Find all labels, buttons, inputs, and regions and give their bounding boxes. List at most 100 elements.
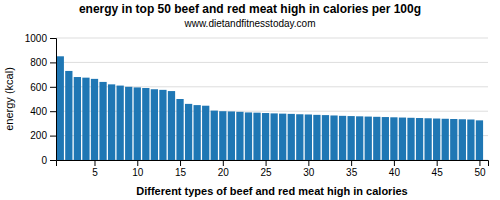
tick-mark [50, 87, 56, 88]
x-axis-tick: 25 [261, 160, 273, 178]
x-axis-line [57, 161, 489, 167]
y-axis-tick: 0 [41, 155, 56, 166]
bar [330, 115, 337, 160]
tick-label: 45 [432, 167, 444, 178]
bar [416, 118, 423, 160]
grid-line [56, 62, 488, 63]
bar [57, 56, 64, 160]
y-axis-tick: 1000 [25, 33, 56, 44]
tick-label: 35 [346, 167, 358, 178]
y-axis-tick: 400 [30, 106, 56, 117]
subtitle: www.dietandfitnesstoday.com [184, 18, 316, 29]
y-axis-title: energy (kcal) [3, 67, 15, 131]
bar [82, 78, 89, 160]
bar [459, 119, 466, 160]
tick-mark [50, 160, 56, 161]
bar [142, 88, 149, 160]
x-axis-tick: 5 [92, 160, 98, 178]
x-axis-tick: 40 [389, 160, 401, 178]
bar [373, 117, 380, 160]
tick-mark [437, 160, 438, 166]
tick-mark [50, 38, 56, 39]
tick-mark [50, 111, 56, 112]
x-axis-tick: 45 [432, 160, 444, 178]
bar [288, 114, 295, 160]
tick-label: 200 [30, 130, 47, 141]
bar [313, 115, 320, 160]
bar [407, 118, 414, 160]
bar [253, 113, 260, 160]
bar [219, 111, 226, 160]
bar [339, 116, 346, 160]
tick-label: 0 [41, 155, 47, 166]
bar [134, 87, 141, 160]
tick-mark [394, 160, 395, 166]
tick-mark [137, 160, 138, 166]
x-axis-tick: 50 [474, 160, 486, 178]
bar [305, 114, 312, 160]
x-axis: 5 10 15 20 25 30 35 40 45 50 [57, 160, 489, 178]
tick-mark [223, 160, 224, 166]
bar [108, 84, 115, 160]
grid-line [56, 38, 488, 39]
bar [390, 117, 397, 160]
bar [322, 115, 329, 160]
tick-mark [308, 160, 309, 166]
bar [296, 114, 303, 160]
tick-mark [180, 160, 181, 166]
tick-label: 600 [30, 82, 47, 93]
tick-label: 30 [303, 167, 315, 178]
bars [57, 56, 483, 160]
y-axis-tick: 200 [30, 130, 56, 141]
tick-label: 25 [261, 167, 273, 178]
tick-mark [479, 160, 480, 166]
y-axis: 0 200 400 600 800 1000 [25, 33, 57, 166]
y-axis-tick: 800 [30, 57, 56, 68]
bar [476, 120, 483, 160]
bar [125, 87, 132, 160]
bar [202, 106, 209, 160]
tick-label: 400 [30, 106, 47, 117]
bar [65, 71, 72, 160]
x-axis-tick: 15 [175, 160, 187, 178]
bar [433, 119, 440, 160]
bar [74, 77, 81, 160]
bar [382, 117, 389, 160]
tick-label: 10 [132, 167, 144, 178]
bar [211, 111, 218, 160]
tick-mark [351, 160, 352, 166]
x-axis-tick: 35 [346, 160, 358, 178]
bar [356, 116, 363, 160]
bar [442, 119, 449, 160]
bar [279, 114, 286, 160]
plot: 5 10 15 20 25 30 35 40 45 50 0 200 400 600 800 1000 [25, 33, 489, 178]
bar [347, 116, 354, 160]
bar [185, 104, 192, 160]
tick-label: 1000 [25, 33, 48, 44]
x-axis-tick: 30 [303, 160, 315, 178]
tick-label: 15 [175, 167, 187, 178]
tick-label: 800 [30, 57, 47, 68]
tick-mark [50, 136, 56, 137]
tick-label: 20 [218, 167, 230, 178]
bar [271, 113, 278, 160]
y-axis-line [50, 39, 57, 161]
bar [467, 119, 474, 160]
bar [228, 111, 235, 160]
title: energy in top 50 beef and red meat high … [79, 2, 421, 16]
bar [399, 118, 406, 160]
tick-mark [266, 160, 267, 166]
bar [245, 112, 252, 160]
bar [117, 86, 124, 160]
tick-label: 50 [474, 167, 486, 178]
tick-label: 40 [389, 167, 401, 178]
bar [99, 82, 106, 160]
chart: energy in top 50 beef and red meat high … [0, 0, 500, 200]
bar [91, 79, 98, 160]
bar [236, 112, 243, 160]
tick-mark [94, 160, 95, 166]
x-axis-title: Different types of beef and red meat hig… [136, 185, 407, 197]
bar [365, 117, 372, 160]
bar [194, 105, 201, 160]
bar [168, 91, 175, 160]
